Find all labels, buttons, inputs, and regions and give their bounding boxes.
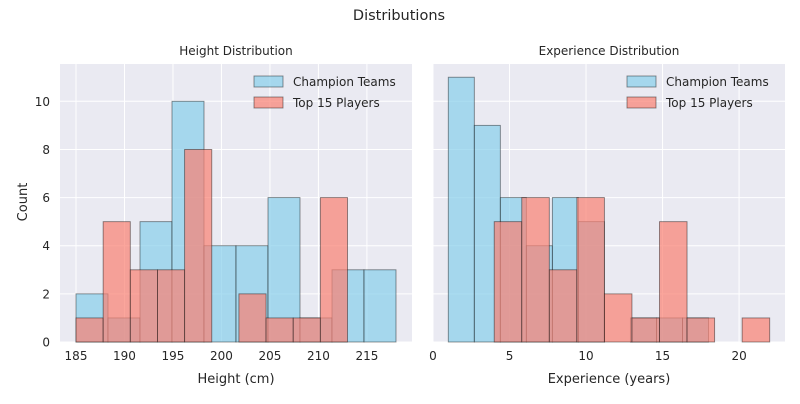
legend: Champion Teams Top 15 Players — [626, 75, 769, 110]
legend-label-top-15-players: Top 15 Players — [665, 96, 753, 110]
x-axis-label: Experience (years) — [548, 372, 671, 387]
histogram-bar — [659, 221, 688, 343]
histogram-bar — [75, 317, 104, 343]
histogram-bar — [631, 317, 660, 343]
x-tick-label: 210 — [307, 349, 330, 363]
histogram-bar — [157, 269, 186, 343]
histogram-bar — [521, 197, 550, 343]
legend-label-champion-teams: Champion Teams — [666, 75, 769, 89]
y-axis-label: Count — [16, 183, 31, 222]
x-tick-label: 5 — [506, 349, 514, 363]
histogram-bar — [548, 269, 578, 343]
histogram-bar — [686, 317, 716, 343]
legend-swatch-top-15-players — [253, 96, 284, 109]
legend-swatch-champion-teams — [253, 75, 284, 88]
figure-title: Distributions — [353, 8, 445, 24]
histogram-bar — [576, 197, 605, 343]
histogram-bar — [741, 317, 771, 343]
x-tick-label: 0 — [429, 349, 437, 363]
histogram-bar — [129, 269, 158, 343]
legend-label-champion-teams: Champion Teams — [293, 75, 396, 89]
legend-swatch-top-15-players — [626, 96, 657, 109]
x-tick-label: 190 — [113, 349, 136, 363]
y-tick-label: 8 — [42, 143, 50, 157]
histogram-bar — [102, 221, 131, 343]
series-top-15-players — [75, 148, 348, 343]
x-tick-label: 20 — [731, 349, 746, 363]
panel-title: Experience Distribution — [539, 44, 680, 58]
series-top-15-players — [493, 197, 771, 343]
x-tick-label: 205 — [258, 349, 281, 363]
histogram-bar — [265, 317, 294, 343]
x-tick-label: 10 — [578, 349, 593, 363]
histogram-bar — [603, 293, 633, 343]
x-tick-label: 195 — [162, 349, 185, 363]
x-axis-label: Height (cm) — [197, 372, 274, 387]
x-tick-label: 200 — [210, 349, 233, 363]
x-tick-label: 215 — [355, 349, 378, 363]
y-tick-label: 0 — [42, 336, 50, 350]
histogram-bar — [363, 269, 397, 343]
legend: Champion Teams Top 15 Players — [253, 75, 396, 110]
x-tick-label: 185 — [65, 349, 88, 363]
y-tick-label: 4 — [42, 239, 50, 253]
panel-title: Height Distribution — [179, 44, 293, 58]
y-tick-label: 6 — [42, 191, 50, 205]
legend-swatch-champion-teams — [626, 75, 657, 88]
histogram-bar — [292, 317, 321, 343]
histogram-bar — [447, 76, 475, 343]
histogram-bar — [238, 293, 267, 343]
histogram-bar — [184, 148, 213, 343]
x-tick-label: 15 — [655, 349, 670, 363]
legend-label-top-15-players: Top 15 Players — [292, 96, 380, 110]
y-tick-label: 10 — [35, 95, 50, 109]
panel-experience-distribution: Experience Distribution 0 5 10 15 20 Experienc… — [429, 44, 785, 387]
histogram-bar — [493, 221, 523, 343]
y-tick-label: 2 — [42, 287, 50, 301]
histogram-bar — [319, 197, 348, 343]
